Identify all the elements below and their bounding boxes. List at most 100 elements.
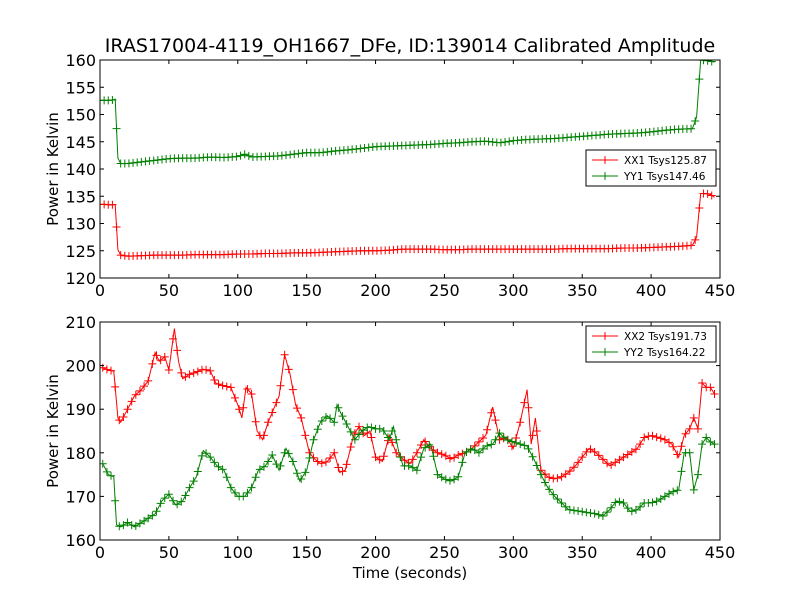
series-marker	[417, 453, 426, 462]
series-marker	[371, 453, 380, 462]
series-marker	[574, 458, 583, 467]
legend-frame	[585, 325, 717, 363]
series-marker	[346, 442, 355, 451]
series-marker	[636, 440, 645, 449]
series-marker	[355, 430, 364, 439]
series-marker	[565, 505, 574, 514]
series-marker	[115, 522, 124, 531]
series-marker	[541, 478, 550, 487]
series-marker	[152, 507, 161, 516]
x-tick-label: 250	[429, 543, 460, 562]
series-marker	[611, 458, 620, 467]
series-marker	[330, 448, 339, 457]
y-tick-label: 160	[65, 531, 96, 550]
series-marker	[561, 502, 570, 511]
series-marker	[259, 431, 268, 440]
series-marker	[487, 408, 496, 417]
series-marker	[240, 150, 249, 159]
series-marker	[590, 509, 599, 518]
series-marker	[111, 382, 120, 391]
x-tick-label: 50	[159, 543, 179, 562]
x-tick-label: 100	[223, 543, 254, 562]
series-marker	[367, 423, 376, 432]
series-marker	[197, 451, 206, 460]
y-axis-title: Power in Kelvin	[44, 374, 62, 488]
series-marker	[119, 413, 128, 422]
legend-marker	[601, 156, 609, 164]
series-marker	[673, 486, 682, 495]
y-tick-label: 155	[65, 78, 96, 97]
series-marker	[532, 427, 541, 435]
plot-frame	[99, 321, 721, 541]
series-marker	[313, 425, 322, 434]
series-marker	[164, 490, 173, 499]
series-marker	[520, 441, 529, 450]
series-marker	[695, 204, 704, 213]
series-marker	[557, 498, 566, 507]
series-marker	[433, 448, 442, 457]
series-marker	[433, 470, 442, 479]
series-marker	[404, 461, 413, 470]
x-tick-label: 200	[360, 281, 391, 300]
series-marker	[272, 460, 281, 469]
series-marker	[338, 467, 347, 476]
series-marker	[528, 452, 537, 461]
y-tick-label: 190	[65, 400, 96, 419]
series-marker	[305, 454, 314, 463]
series-marker	[479, 433, 488, 442]
series-marker	[553, 495, 562, 504]
x-tick-label: 150	[291, 543, 322, 562]
series-marker	[321, 413, 330, 422]
series-marker	[706, 437, 715, 446]
series-marker	[652, 433, 661, 442]
series-marker	[243, 385, 252, 394]
series-marker	[222, 473, 231, 482]
series-marker	[429, 452, 438, 461]
series-marker	[116, 251, 125, 260]
series-marker	[231, 393, 240, 402]
series-marker	[598, 512, 607, 521]
series-marker	[454, 450, 463, 459]
x-tick-label: 350	[567, 281, 598, 300]
series-marker	[135, 519, 144, 528]
series-marker	[210, 375, 219, 384]
series-marker	[703, 60, 712, 65]
series-marker	[687, 124, 696, 133]
series-marker	[367, 433, 376, 442]
series-marker	[524, 403, 533, 412]
series-marker	[346, 427, 355, 436]
series-marker	[569, 506, 578, 515]
series-marker	[239, 403, 248, 412]
series-marker	[687, 241, 696, 250]
series-marker	[206, 453, 215, 462]
series-marker	[689, 413, 698, 422]
series-marker	[425, 440, 434, 449]
series-marker	[586, 508, 595, 517]
series-marker	[222, 382, 231, 391]
y-tick-label: 125	[65, 242, 96, 261]
series-marker	[590, 447, 599, 456]
series-marker	[501, 137, 510, 146]
series-marker	[288, 385, 297, 394]
series-marker	[441, 475, 450, 484]
series-marker	[218, 381, 227, 390]
series-marker	[317, 416, 326, 425]
series-marker	[607, 461, 616, 470]
series-marker	[603, 508, 612, 517]
series-marker	[135, 386, 144, 395]
y-tick-label: 145	[65, 133, 96, 152]
series-marker	[578, 453, 587, 462]
x-tick-label: 0	[95, 281, 105, 300]
legend-marker	[601, 332, 609, 340]
series-marker	[160, 494, 169, 503]
series-marker	[264, 418, 273, 427]
series-marker	[691, 117, 700, 126]
series-marker	[375, 424, 384, 433]
series-marker	[603, 459, 612, 468]
series-marker	[321, 457, 330, 466]
legend: XX1 Tsys125.87 YY1 Tsys147.46	[585, 149, 717, 187]
series-marker	[112, 223, 121, 232]
series-marker	[479, 444, 488, 453]
legend-marker	[601, 172, 609, 180]
series-marker	[313, 457, 322, 466]
